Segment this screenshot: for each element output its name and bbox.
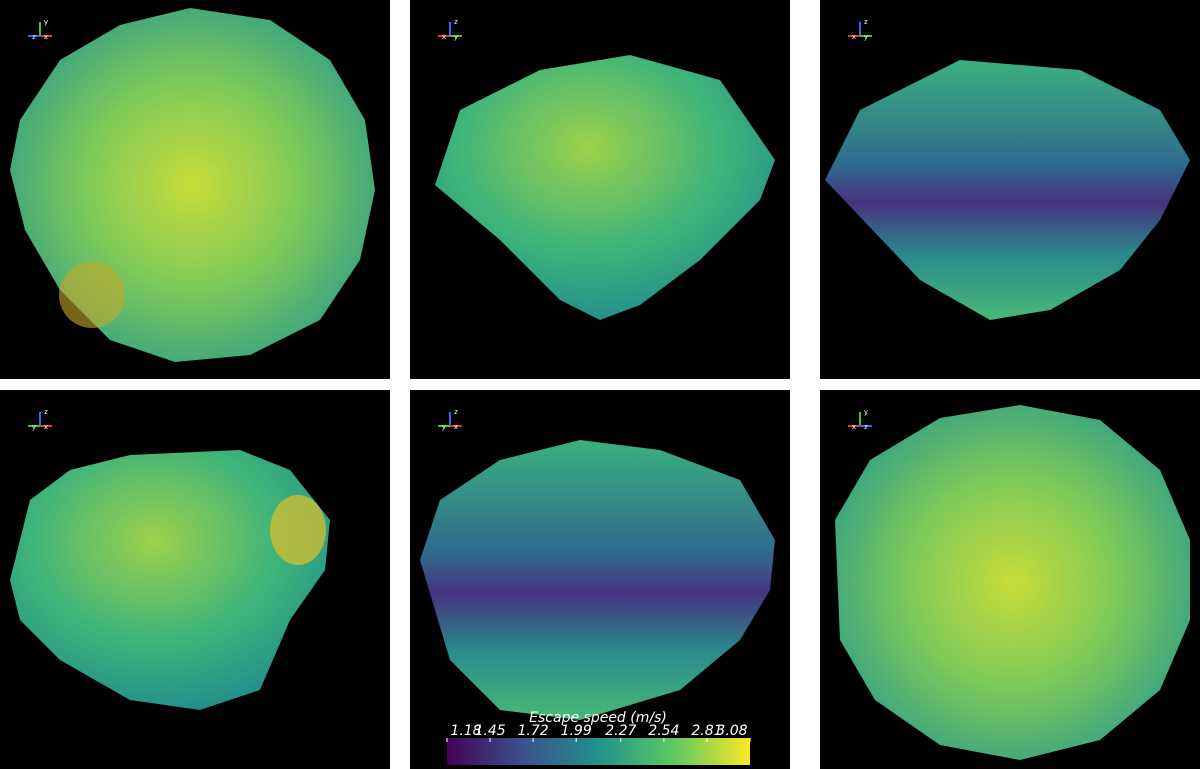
colorbar-tick-label: 2.54: [648, 723, 679, 739]
colorbar-tick-label: 2.27: [605, 723, 636, 739]
asteroid: [10, 450, 330, 710]
colorbar-tick-label: 1.18: [450, 723, 481, 739]
axis-label: y: [32, 423, 36, 431]
crater: [270, 495, 326, 565]
axis-label: z: [32, 33, 36, 41]
axis-label: z: [864, 18, 868, 26]
axis-label: z: [454, 18, 458, 26]
axis-label: x: [442, 33, 446, 41]
axis-label: x: [852, 423, 856, 431]
colorbar-tick-label: 1.99: [561, 723, 592, 739]
colorbar-tick-label: 1.45: [474, 723, 505, 739]
asteroid: [835, 405, 1190, 760]
colorbar-title: Escape speed (m/s): [529, 710, 667, 726]
asteroid: [825, 60, 1190, 320]
asteroid: [420, 440, 775, 720]
axis-label: z: [454, 408, 458, 416]
axis-label: z: [44, 408, 48, 416]
axis-label: y: [442, 423, 446, 431]
axis-label: y: [864, 408, 868, 416]
colorbar-tick-label: 1.72: [518, 723, 549, 739]
axis-label: y: [864, 33, 868, 41]
colorbar-tick-label: 3.08: [716, 723, 747, 739]
colorbar-tick-label: 2.81: [691, 723, 722, 739]
asteroid: [435, 55, 775, 320]
crater: [59, 262, 125, 328]
axis-label: y: [454, 33, 458, 41]
axis-label: z: [864, 423, 868, 431]
axis-label: x: [44, 33, 48, 41]
axis-label: x: [44, 423, 48, 431]
axis-label: x: [454, 423, 458, 431]
axis-label: x: [852, 33, 856, 41]
colorbar: [447, 738, 750, 765]
axis-label: y: [44, 18, 48, 26]
